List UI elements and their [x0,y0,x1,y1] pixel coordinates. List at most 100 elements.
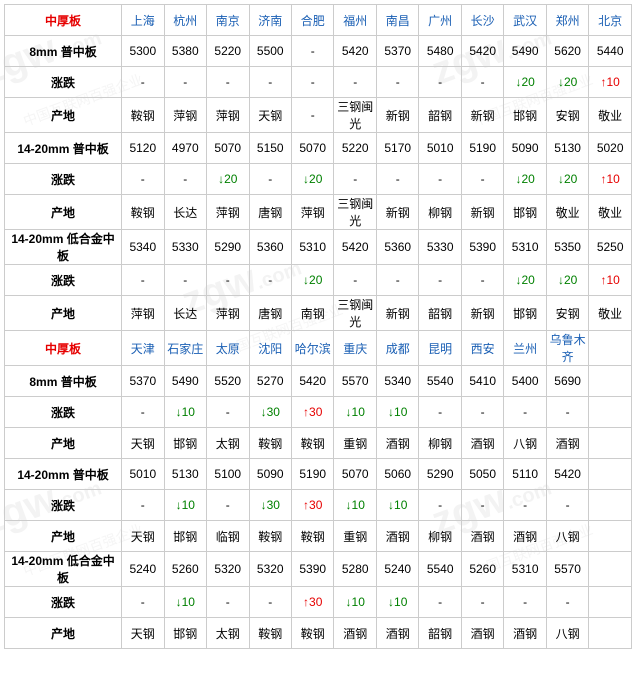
value-cell: 5260 [461,552,503,587]
city-header: 兰州 [504,331,546,366]
change-cell: - [504,490,546,521]
value-cell: 5540 [419,552,461,587]
value-cell: 5320 [249,552,291,587]
change-cell: - [122,397,164,428]
value-cell: 5420 [334,230,376,265]
price-table: 中厚板上海杭州南京济南合肥福州南昌广州长沙武汉郑州北京8mm 普中板530053… [4,4,632,649]
value-cell: 邯钢 [504,296,546,331]
value-cell: 太钢 [207,428,249,459]
change-cell: - [334,164,376,195]
value-cell: 5050 [461,459,503,490]
value-cell: 5190 [461,133,503,164]
value-cell [589,552,632,587]
change-cell: ↓20 [546,164,588,195]
value-cell: 柳钢 [419,428,461,459]
value-cell: 邯钢 [504,195,546,230]
value-cell: 萍钢 [207,195,249,230]
change-cell [589,397,632,428]
change-cell: - [249,587,291,618]
change-cell: ↓20 [546,265,588,296]
change-cell: - [376,265,418,296]
change-cell: ↓10 [164,587,206,618]
value-cell: 新钢 [376,296,418,331]
change-cell: - [207,265,249,296]
city-header: 合肥 [291,5,333,36]
value-cell: 5310 [291,230,333,265]
city-header: 南昌 [376,5,418,36]
value-cell: 唐钢 [249,195,291,230]
value-cell: 5410 [461,366,503,397]
value-cell: 5120 [122,133,164,164]
value-cell: 邯钢 [164,428,206,459]
value-cell: 5220 [334,133,376,164]
value-cell: 新钢 [461,98,503,133]
city-header: 武汉 [504,5,546,36]
value-cell: 酒钢 [504,618,546,649]
value-cell: 4970 [164,133,206,164]
value-cell: 安钢 [546,296,588,331]
section-title: 中厚板 [5,331,122,366]
value-cell: 5390 [461,230,503,265]
change-cell: - [461,490,503,521]
value-cell: 5370 [376,36,418,67]
change-cell: - [291,67,333,98]
value-cell: 八钢 [546,521,588,552]
row-label: 产地 [5,195,122,230]
value-cell: 5330 [419,230,461,265]
city-header: 石家庄 [164,331,206,366]
value-cell: 5520 [207,366,249,397]
city-header [589,331,632,366]
value-cell: 5090 [249,459,291,490]
change-cell: - [546,587,588,618]
value-cell: 5280 [334,552,376,587]
change-cell: - [249,67,291,98]
city-header: 广州 [419,5,461,36]
row-label: 产地 [5,618,122,649]
value-cell: 5010 [419,133,461,164]
change-cell: ↑30 [291,397,333,428]
value-cell: 柳钢 [419,195,461,230]
value-cell: 5070 [207,133,249,164]
city-header: 长沙 [461,5,503,36]
change-cell: - [504,587,546,618]
row-label: 产地 [5,98,122,133]
value-cell: 天钢 [122,521,164,552]
city-header: 西安 [461,331,503,366]
change-cell: - [461,164,503,195]
value-cell: 鞍钢 [291,618,333,649]
value-cell: 5390 [291,552,333,587]
city-header: 福州 [334,5,376,36]
value-cell: 韶钢 [419,618,461,649]
value-cell: 邯钢 [504,98,546,133]
change-cell: ↓30 [249,490,291,521]
change-cell: - [249,164,291,195]
row-label: 涨跌 [5,490,122,521]
value-cell [589,618,632,649]
city-header: 沈阳 [249,331,291,366]
city-header: 杭州 [164,5,206,36]
value-cell: 5540 [419,366,461,397]
value-cell: 5690 [546,366,588,397]
value-cell: 5260 [164,552,206,587]
change-cell: - [334,67,376,98]
change-cell: ↓10 [334,587,376,618]
value-cell: 5340 [376,366,418,397]
row-label: 产地 [5,521,122,552]
change-cell [589,587,632,618]
value-cell: 5270 [249,366,291,397]
change-cell: - [207,67,249,98]
value-cell: 5620 [546,36,588,67]
change-cell: ↓10 [164,397,206,428]
value-cell: 新钢 [461,296,503,331]
change-cell: ↑10 [589,265,632,296]
value-cell: 八钢 [504,428,546,459]
row-label: 14-20mm 低合金中板 [5,552,122,587]
value-cell: 5310 [504,552,546,587]
value-cell: 新钢 [376,195,418,230]
city-header: 郑州 [546,5,588,36]
city-header: 天津 [122,331,164,366]
value-cell: 三钢闽光 [334,296,376,331]
value-cell: 韶钢 [419,98,461,133]
change-cell: - [461,397,503,428]
value-cell: 5300 [122,36,164,67]
